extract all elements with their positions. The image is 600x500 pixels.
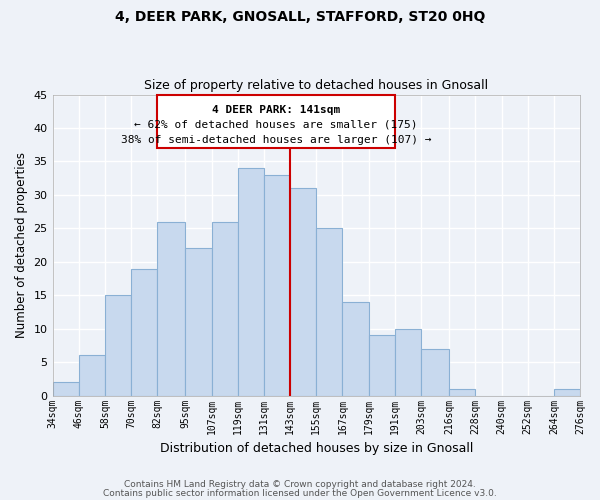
- Text: Contains public sector information licensed under the Open Government Licence v3: Contains public sector information licen…: [103, 488, 497, 498]
- Bar: [105, 296, 131, 396]
- Text: 4 DEER PARK: 141sqm: 4 DEER PARK: 141sqm: [212, 104, 340, 115]
- Bar: [395, 328, 421, 396]
- Bar: [131, 268, 157, 396]
- Bar: [53, 382, 79, 396]
- Bar: [421, 349, 449, 396]
- Text: 4, DEER PARK, GNOSALL, STAFFORD, ST20 0HQ: 4, DEER PARK, GNOSALL, STAFFORD, ST20 0H…: [115, 10, 485, 24]
- Text: 38% of semi-detached houses are larger (107) →: 38% of semi-detached houses are larger (…: [121, 136, 431, 145]
- Bar: [554, 389, 580, 396]
- Bar: [157, 222, 185, 396]
- Y-axis label: Number of detached properties: Number of detached properties: [15, 152, 28, 338]
- Bar: [238, 168, 264, 396]
- Bar: [264, 175, 290, 396]
- Bar: [316, 228, 343, 396]
- Bar: [368, 336, 395, 396]
- Bar: [290, 188, 316, 396]
- Text: ← 62% of detached houses are smaller (175): ← 62% of detached houses are smaller (17…: [134, 120, 418, 130]
- Bar: [343, 302, 368, 396]
- Bar: [212, 222, 238, 396]
- Bar: [449, 389, 475, 396]
- X-axis label: Distribution of detached houses by size in Gnosall: Distribution of detached houses by size …: [160, 442, 473, 455]
- Bar: [157, 94, 395, 148]
- Title: Size of property relative to detached houses in Gnosall: Size of property relative to detached ho…: [144, 79, 488, 92]
- Text: Contains HM Land Registry data © Crown copyright and database right 2024.: Contains HM Land Registry data © Crown c…: [124, 480, 476, 489]
- Bar: [185, 248, 212, 396]
- Bar: [79, 356, 105, 396]
